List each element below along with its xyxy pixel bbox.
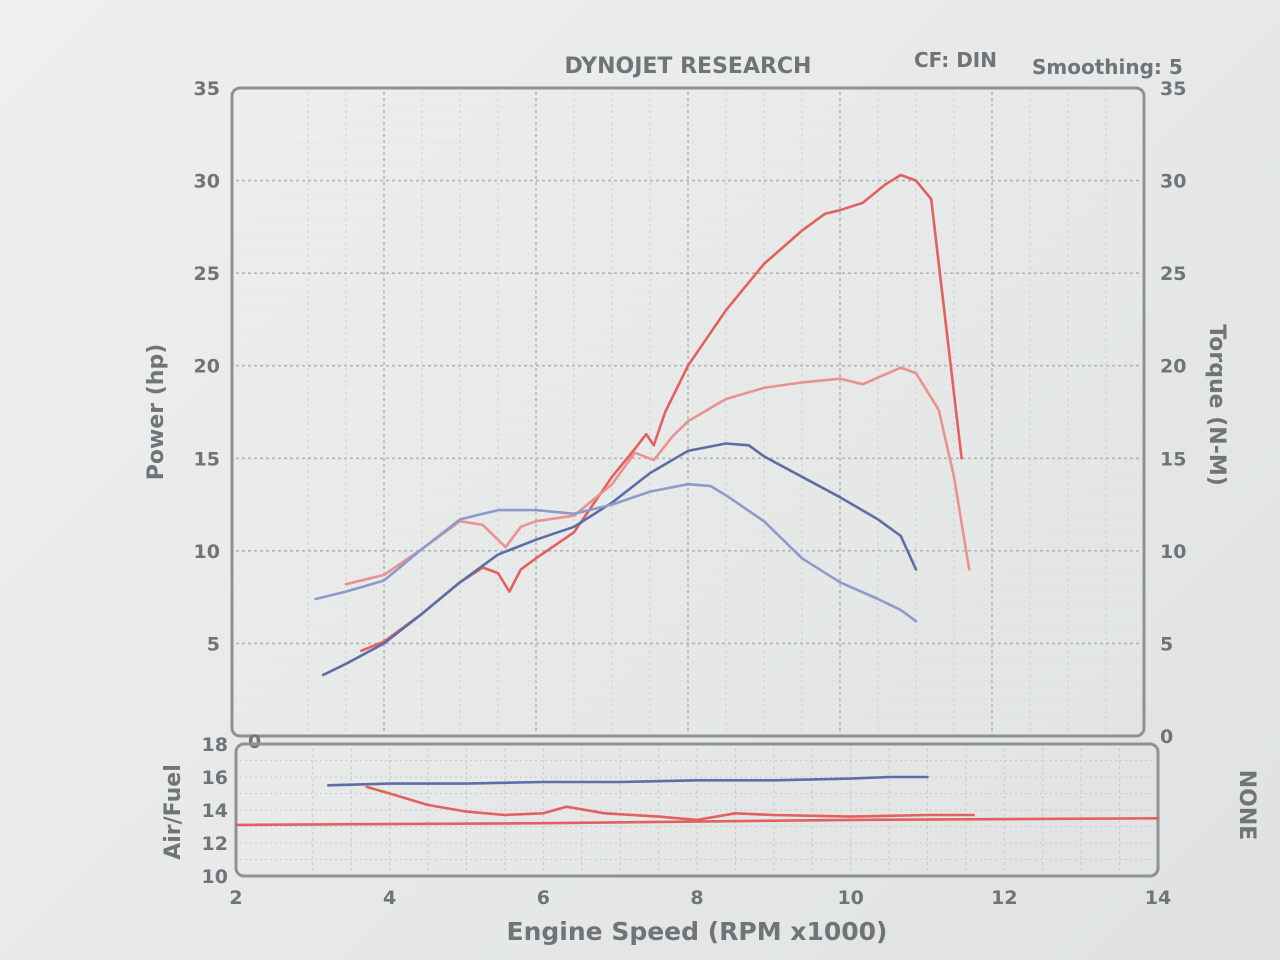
torque-axis-label: Torque (N-M) [1204,324,1229,486]
afr-reference-curve-3 [234,817,1160,827]
rpm-tick-8: 8 [690,887,703,909]
air-fuel-tick-18: 18 [202,734,228,756]
rpm-tick-12: 12 [991,887,1017,909]
air-fuel-right-label: NONE [1234,770,1259,841]
rpm-tick-14: 14 [1145,887,1171,909]
torque-tick-20: 20 [1160,356,1186,378]
power-tick-20: 20 [194,356,220,378]
rpm-tick-6: 6 [537,887,550,909]
power-tick-10: 10 [194,541,220,563]
air-fuel-tick-10: 10 [202,866,228,888]
rpm-tick-4: 4 [383,887,396,909]
power-tick-5: 5 [207,633,220,655]
afr-curve-2 [365,785,975,822]
rpm-axis-label: Engine Speed (RPM x1000) [507,917,888,946]
torque-tick-5: 5 [1160,633,1173,655]
torque-curve-4 [314,482,918,623]
power-torque-series [314,173,971,677]
torque-tick-labels: 0 5 10 15 20 25 30 35 [1160,78,1186,748]
torque-tick-0: 0 [1160,726,1173,748]
air-fuel-series [234,775,1160,827]
afr-curve-1 [326,775,929,787]
torque-tick-15: 15 [1160,448,1186,470]
power-torque-grid [236,92,1140,732]
power-curve-1 [359,173,963,653]
rpm-tick-2: 2 [229,887,242,909]
torque-tick-35: 35 [1160,78,1186,100]
brand-title: DYNOJET RESEARCH [565,54,812,79]
correction-factor-label: CF: DIN [914,48,997,72]
torque-curve-3 [344,366,971,586]
torque-tick-25: 25 [1160,263,1186,285]
power-curve-2 [321,442,918,677]
power-axis-label: Power (hp) [144,344,169,481]
smoothing-label: Smoothing: 5 [1032,55,1183,79]
power-torque-plot-frame [230,86,1146,738]
power-tick-35: 35 [194,78,220,100]
air-fuel-tick-14: 14 [202,800,228,822]
power-tick-30: 30 [194,171,220,193]
power-tick-15: 15 [194,448,220,470]
air-fuel-axis-label: Air/Fuel [161,764,186,860]
air-fuel-tick-16: 16 [202,767,228,789]
air-fuel-grid [240,748,1154,872]
torque-tick-30: 30 [1160,171,1186,193]
rpm-tick-10: 10 [837,887,863,909]
air-fuel-tick-labels: 10 12 14 16 18 [202,734,228,888]
power-tick-zero: 0 [248,731,261,753]
torque-tick-10: 10 [1160,541,1186,563]
air-fuel-tick-12: 12 [202,833,228,855]
power-tick-25: 25 [194,263,220,285]
rpm-tick-labels: 2 4 6 8 10 12 14 [229,887,1171,909]
air-fuel-plot-frame [234,742,1160,878]
power-tick-labels: 5 10 15 20 25 30 35 [194,78,220,655]
